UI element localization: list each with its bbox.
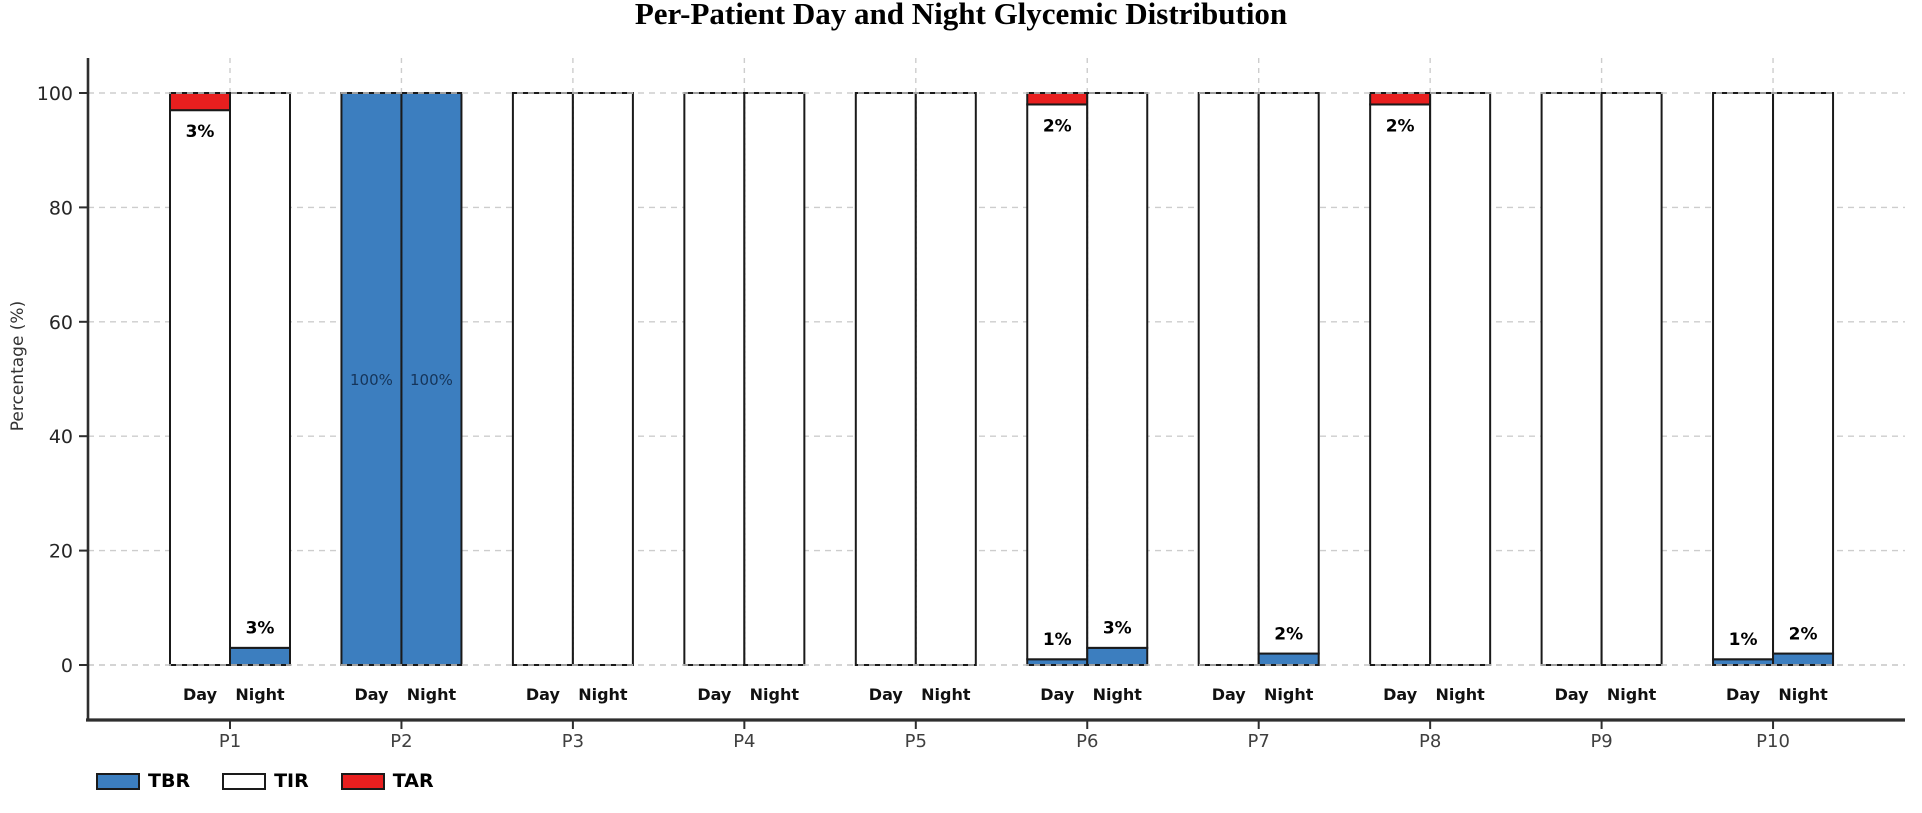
tbr-segment: [1772, 652, 1835, 666]
night-sublabel: Night: [1778, 685, 1828, 704]
y-tick-label: 20: [49, 541, 73, 563]
tir-segment: [1429, 92, 1492, 666]
tir-segment: [854, 92, 917, 666]
tir-swatch-icon: [222, 772, 267, 790]
patient-tick-label: P6: [1076, 731, 1098, 752]
day-sublabel: Day: [354, 685, 389, 704]
tir-segment: [1369, 103, 1432, 666]
tbr-segment: [1257, 652, 1320, 666]
tir-segment: [743, 92, 806, 666]
day-sublabel: Day: [869, 685, 904, 704]
tir-segment: [683, 92, 746, 666]
legend-item-tbr: TBR: [96, 770, 190, 792]
tar-value-label: 3%: [186, 122, 215, 142]
tir-segment: [1026, 103, 1089, 661]
patient-tick-label: P9: [1590, 731, 1612, 752]
legend-label-tar: TAR: [392, 770, 434, 792]
day-sublabel: Day: [526, 685, 561, 704]
tar-segment: [169, 92, 231, 112]
night-sublabel: Night: [407, 685, 457, 704]
tbr-segment: [229, 646, 291, 667]
tir-segment: [229, 92, 291, 649]
tir-segment: [1540, 92, 1603, 666]
day-sublabel: Day: [1383, 685, 1418, 704]
patient-tick-label: P5: [905, 731, 927, 752]
tir-segment: [1712, 92, 1775, 661]
night-sublabel: Night: [1264, 685, 1314, 704]
day-sublabel: Day: [1555, 685, 1590, 704]
night-sublabel: Night: [750, 685, 800, 704]
tbr-segment: [340, 92, 403, 666]
y-tick-label: 60: [49, 312, 73, 334]
night-sublabel: Night: [1093, 685, 1143, 704]
legend-label-tir: TIR: [274, 770, 309, 792]
chart-legend: TBR TIR TAR: [96, 770, 434, 792]
y-tick-label: 0: [61, 655, 73, 677]
tir-segment: [1086, 92, 1149, 649]
day-sublabel: Day: [1040, 685, 1075, 704]
legend-item-tir: TIR: [222, 770, 309, 792]
tbr-segment: [1086, 646, 1149, 667]
tbr-value-label: 3%: [246, 619, 275, 639]
y-tick-label: 80: [49, 197, 73, 219]
patient-tick-label: P3: [562, 731, 584, 752]
day-sublabel: Day: [183, 685, 218, 704]
night-sublabel: Night: [1607, 685, 1657, 704]
tar-value-label: 2%: [1386, 116, 1415, 136]
full-bar-label: 100%: [410, 371, 453, 389]
day-sublabel: Day: [1212, 685, 1247, 704]
tbr-value-label: 3%: [1103, 619, 1132, 639]
tir-segment: [511, 92, 574, 666]
tar-value-label: 2%: [1043, 116, 1072, 136]
tar-segment: [1369, 92, 1432, 106]
tir-segment: [1600, 92, 1663, 666]
tir-segment: [1257, 92, 1320, 655]
patient-tick-label: P10: [1756, 731, 1790, 752]
night-sublabel: Night: [578, 685, 628, 704]
tbr-value-label: 1%: [1043, 630, 1072, 650]
y-tick-label: 40: [49, 426, 73, 448]
day-sublabel: Day: [697, 685, 732, 704]
chart-title: Per-Patient Day and Night Glycemic Distr…: [634, 0, 1288, 31]
full-bar-label: 100%: [350, 371, 393, 389]
legend-item-tar: TAR: [340, 770, 434, 792]
patient-tick-label: P8: [1419, 731, 1441, 752]
night-sublabel: Night: [921, 685, 971, 704]
night-sublabel: Night: [235, 685, 285, 704]
tir-segment: [1772, 92, 1835, 655]
tir-segment: [1197, 92, 1260, 666]
day-sublabel: Day: [1726, 685, 1761, 704]
tir-segment: [571, 92, 634, 666]
tbr-swatch-icon: [96, 772, 140, 790]
tir-segment: [914, 92, 977, 666]
patient-tick-label: P4: [733, 731, 755, 752]
patient-tick-label: P1: [219, 731, 241, 752]
legend-label-tbr: TBR: [148, 770, 191, 792]
tir-segment: [169, 109, 231, 667]
tbr-value-label: 1%: [1729, 630, 1758, 650]
patient-tick-label: P7: [1248, 731, 1270, 752]
y-tick-label: 100: [37, 83, 73, 105]
tar-segment: [1026, 92, 1089, 106]
night-sublabel: Night: [1435, 685, 1485, 704]
tbr-value-label: 2%: [1789, 624, 1818, 644]
tar-swatch-icon: [340, 772, 385, 790]
patient-tick-label: P2: [390, 731, 412, 752]
tbr-value-label: 2%: [1274, 624, 1303, 644]
